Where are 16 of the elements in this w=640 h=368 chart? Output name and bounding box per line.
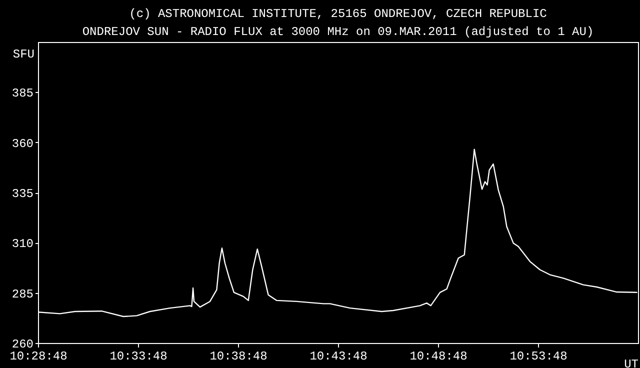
y-tick-label: 385 bbox=[12, 86, 34, 101]
y-tick-label: 260 bbox=[12, 338, 34, 352]
x-tick-label: 10:53:48 bbox=[510, 350, 568, 364]
chart-title: (c) ASTRONOMICAL INSTITUTE, 25165 ONDREJOV, CZECH REPUBLIC bbox=[129, 7, 547, 21]
chart-subtitle: ONDREJOV SUN - RADIO FLUX at 3000 MHz on 09.MAR.2011 (adjusted to 1 AU) bbox=[82, 25, 594, 39]
y-tick-label: 360 bbox=[12, 136, 34, 151]
x-tick-label: 10:33:48 bbox=[110, 350, 168, 364]
x-tick-label: 10:43:48 bbox=[310, 350, 368, 364]
y-tick-label: 310 bbox=[12, 237, 34, 252]
x-tick-label: 10:28:48 bbox=[10, 350, 68, 364]
y-tick-label: 285 bbox=[12, 287, 34, 302]
x-axis-title: UT bbox=[624, 358, 638, 368]
x-tick-label: 10:48:48 bbox=[410, 350, 468, 364]
y-tick-label: 335 bbox=[12, 187, 34, 201]
x-tick-label: 10:38:48 bbox=[210, 350, 268, 364]
y-axis-title: SFU bbox=[12, 48, 34, 62]
